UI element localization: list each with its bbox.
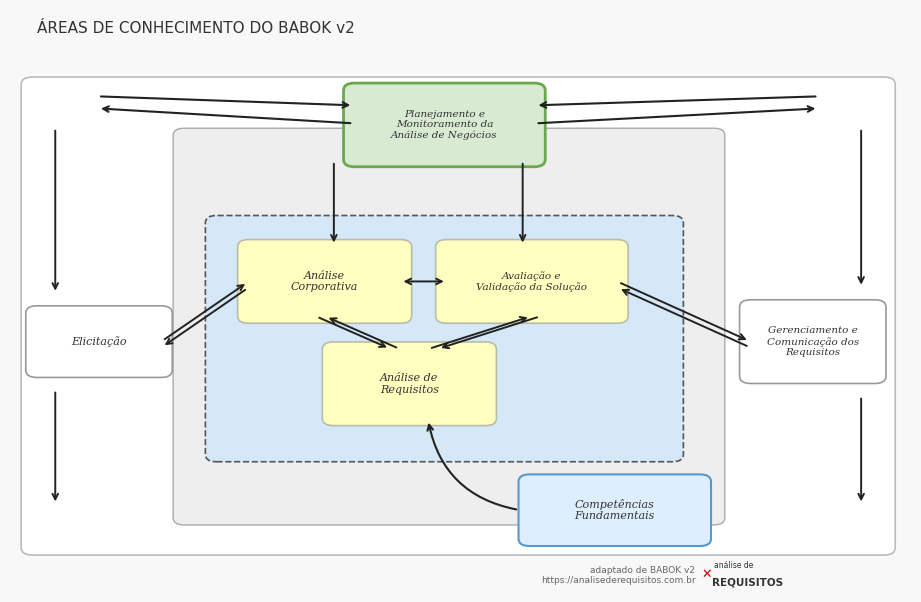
Text: Avaliação e
Validação da Solução: Avaliação e Validação da Solução (476, 271, 588, 292)
Text: REQUISITOS: REQUISITOS (712, 578, 783, 588)
FancyBboxPatch shape (344, 83, 545, 167)
Text: Competências
Fundamentais: Competências Fundamentais (575, 499, 655, 521)
Text: análise de: análise de (714, 561, 753, 570)
Text: ✕: ✕ (702, 568, 712, 582)
Text: Análise
Corporativa: Análise Corporativa (291, 271, 358, 292)
FancyBboxPatch shape (436, 240, 628, 323)
Text: Gerenciamento e
Comunicação dos
Requisitos: Gerenciamento e Comunicação dos Requisit… (766, 326, 859, 357)
FancyBboxPatch shape (21, 77, 895, 555)
Text: adaptado de BABOK v2
https://analisederequisitos.com.br: adaptado de BABOK v2 https://analisedere… (541, 566, 695, 585)
FancyBboxPatch shape (519, 474, 711, 546)
FancyBboxPatch shape (322, 342, 496, 426)
Text: ÁREAS DE CONHECIMENTO DO BABOK v2: ÁREAS DE CONHECIMENTO DO BABOK v2 (37, 21, 355, 36)
Text: Planejamento e
Monitoramento da
Análise de Negócios: Planejamento e Monitoramento da Análise … (391, 110, 497, 140)
Text: Análise de
Requisitos: Análise de Requisitos (379, 373, 439, 394)
FancyBboxPatch shape (173, 128, 725, 525)
FancyBboxPatch shape (205, 216, 683, 462)
FancyBboxPatch shape (26, 306, 172, 377)
Text: Elicitação: Elicitação (71, 336, 127, 347)
FancyBboxPatch shape (740, 300, 886, 383)
FancyBboxPatch shape (238, 240, 412, 323)
